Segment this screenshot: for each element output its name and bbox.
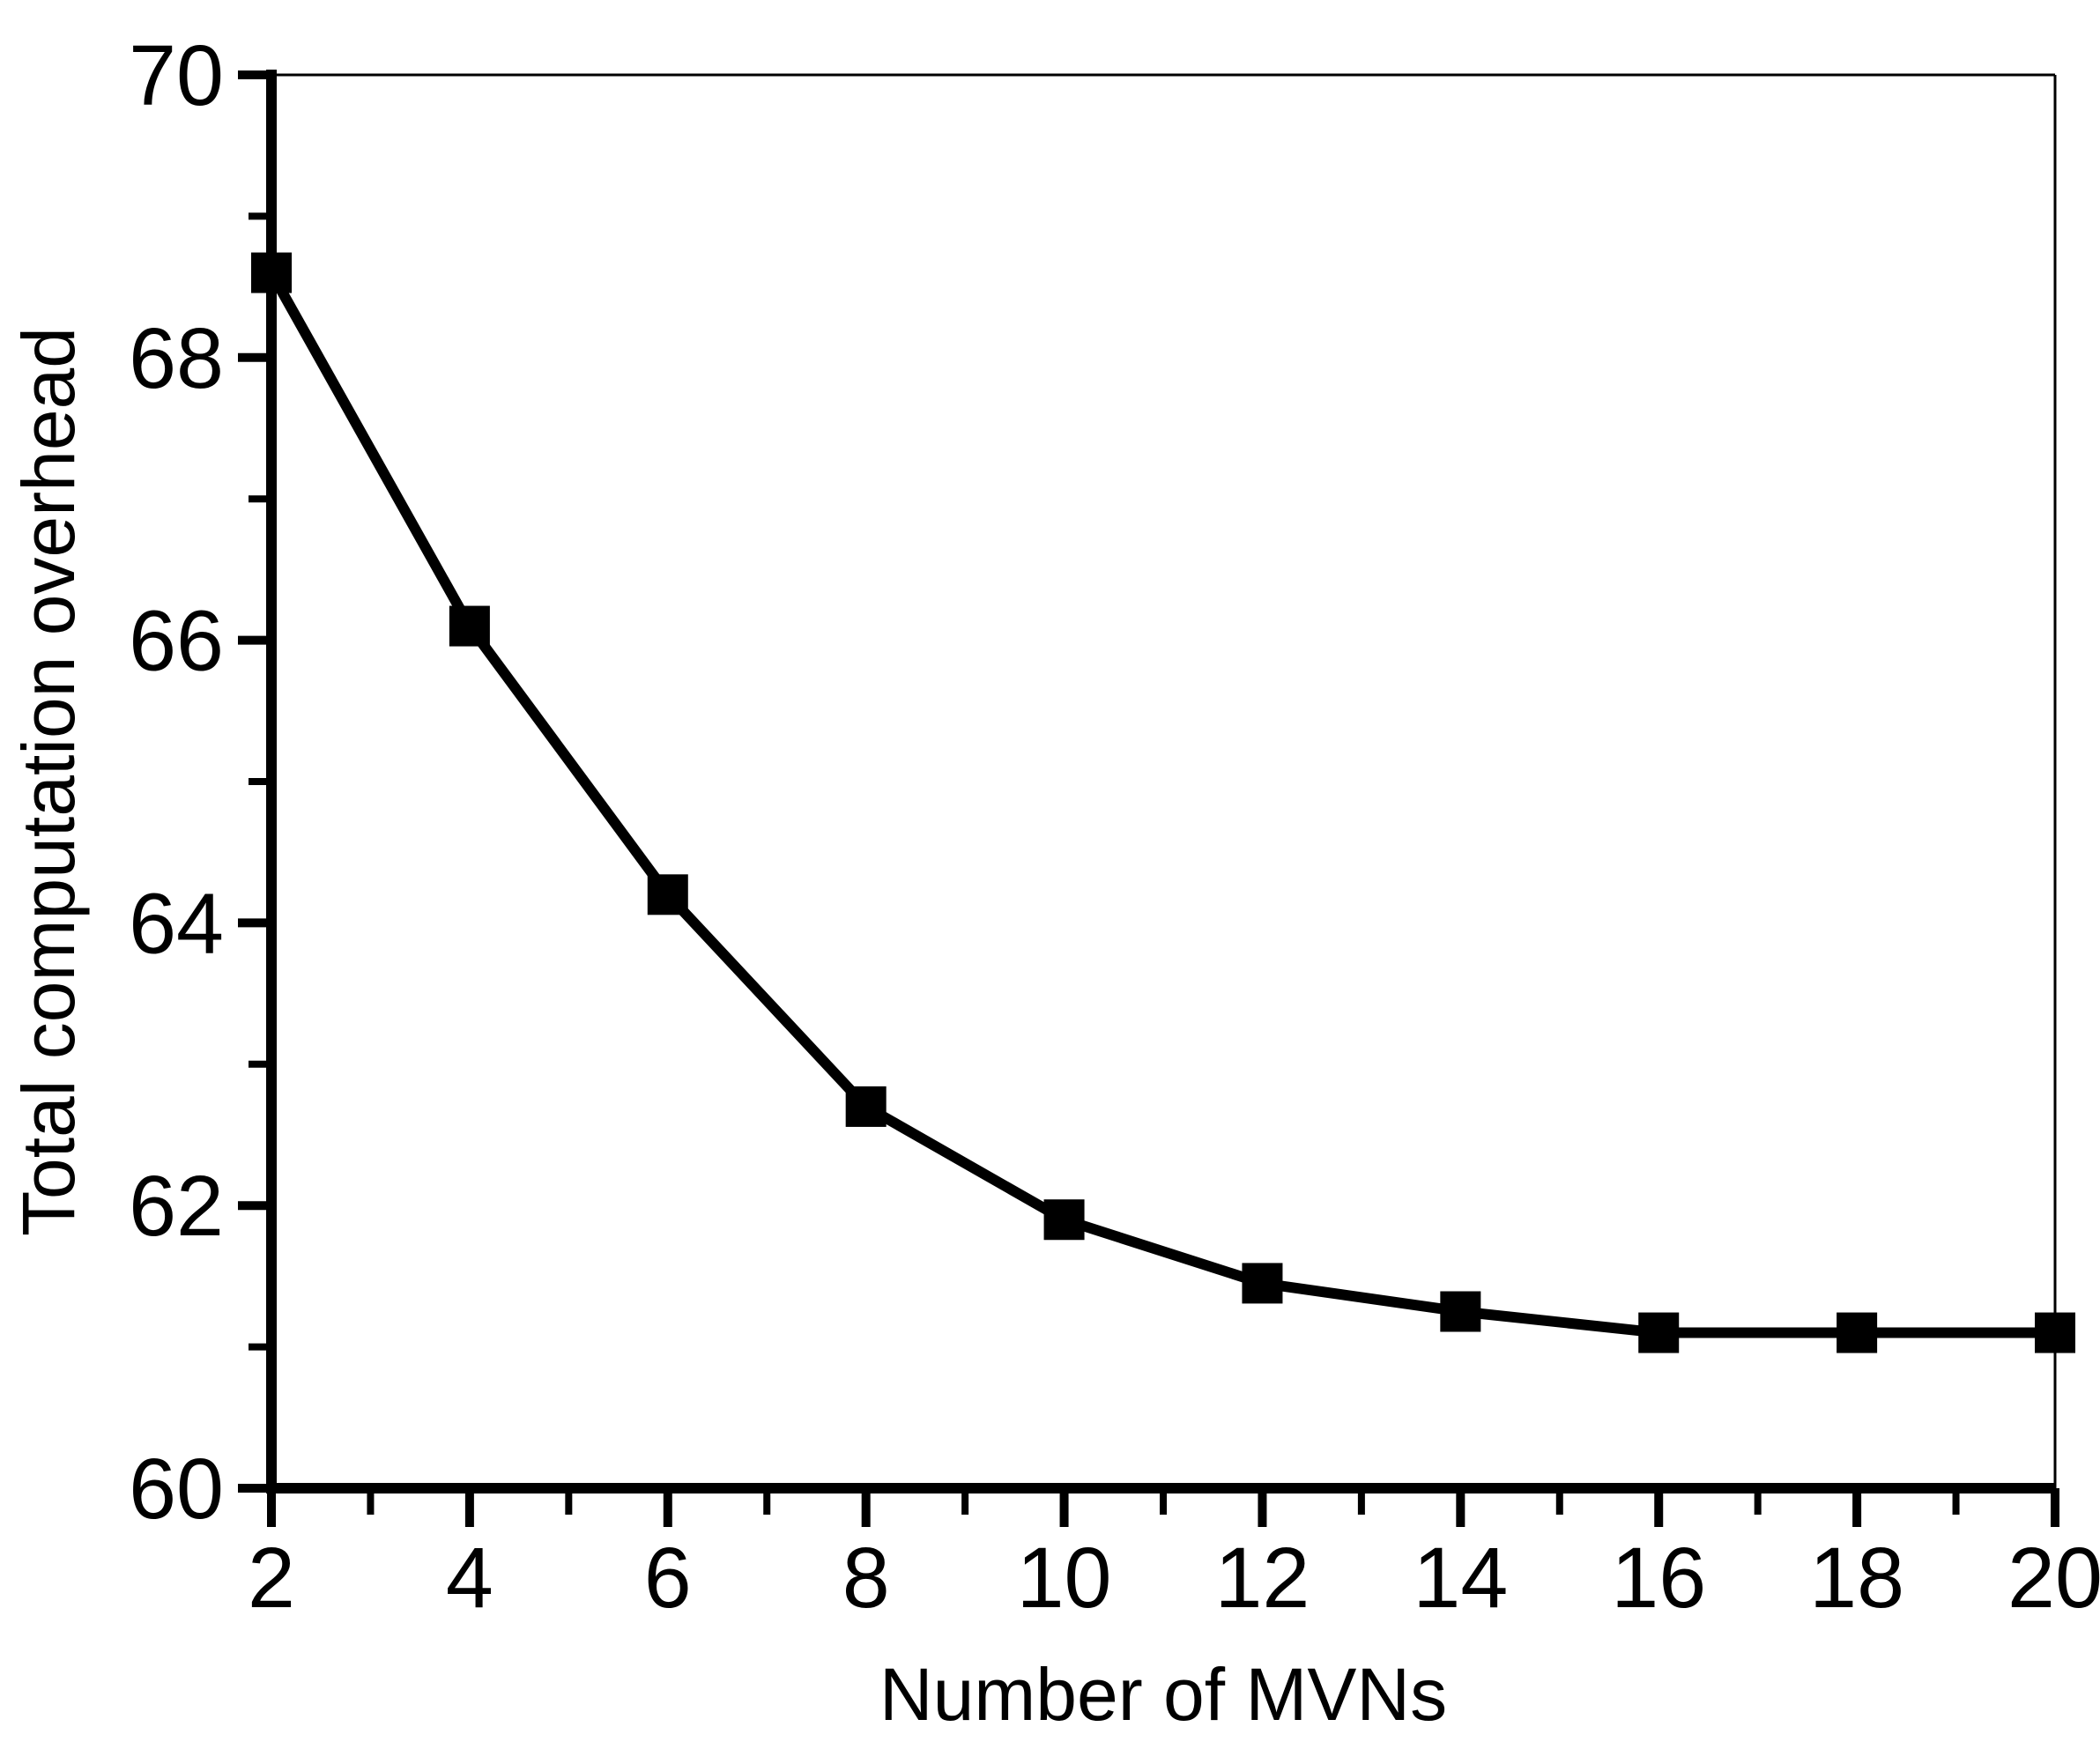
y-tick-label: 68: [129, 310, 224, 406]
x-tick-label: 4: [446, 1530, 493, 1626]
x-tick-label: 12: [1214, 1530, 1310, 1626]
data-point-marker: [845, 1086, 887, 1127]
x-tick-label: 2: [248, 1530, 295, 1626]
data-line: [266, 267, 2060, 1338]
data-point-marker: [647, 874, 688, 915]
y-axis-title: Total computation overhead: [7, 327, 90, 1236]
axis-ticks: [238, 70, 2059, 1527]
x-tick-label: 20: [2007, 1530, 2100, 1626]
data-point-marker: [1242, 1263, 1283, 1304]
data-point-marker: [251, 252, 292, 293]
y-tick-label: 60: [129, 1441, 224, 1537]
data-point-marker: [2035, 1312, 2075, 1353]
x-tick-label: 18: [1809, 1530, 1904, 1626]
y-tick-label: 64: [129, 875, 224, 971]
x-axis-title: Number of MVNs: [879, 1653, 1447, 1736]
data-point-marker: [1043, 1199, 1085, 1241]
y-tick-label: 70: [129, 27, 224, 123]
x-tick-label: 14: [1413, 1530, 1508, 1626]
y-tick-label: 66: [129, 593, 224, 689]
y-tick-label: 62: [129, 1158, 224, 1254]
data-point-marker: [1638, 1312, 1680, 1353]
plot-frame: [266, 70, 2057, 1493]
x-tick-label: 8: [842, 1530, 890, 1626]
x-tick-label: 10: [1017, 1530, 1112, 1626]
data-point-marker: [449, 605, 490, 647]
data-point-marker: [1440, 1291, 1481, 1332]
data-series: [251, 252, 2075, 1353]
x-tick-label: 6: [644, 1530, 692, 1626]
data-point-marker: [1837, 1312, 1878, 1353]
x-tick-label: 16: [1611, 1530, 1706, 1626]
